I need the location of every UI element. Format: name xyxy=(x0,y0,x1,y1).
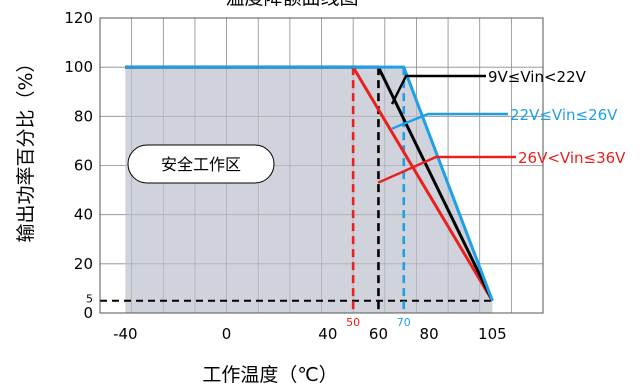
y-tick-label: 0 xyxy=(83,304,93,322)
y-tick-label: 60 xyxy=(74,157,93,175)
legend-label-22v-vin-26v: 22V≤Vin≤26V xyxy=(510,106,618,124)
y-tick-label: 40 xyxy=(74,206,93,224)
legend-line-26v-vin-36v xyxy=(377,155,516,184)
x-tick-label: 0 xyxy=(222,325,232,343)
safe-area-label: 安全工作区 xyxy=(127,144,275,184)
legend-line-9v-vin-22v xyxy=(390,74,486,105)
y-tick-label: 80 xyxy=(74,107,93,125)
series-line-22v-vin-26v xyxy=(125,65,494,302)
y-axis-title: 输出功率百分比（%） xyxy=(15,53,37,242)
legend-line-22v-vin-26v xyxy=(391,112,508,130)
marker-label-22v-vin-26v: 70 xyxy=(397,316,411,329)
safe-area-label-text: 安全工作区 xyxy=(161,155,241,174)
legend-label-9v-vin-22v: 9V≤Vin<22V xyxy=(488,68,587,86)
y-tick-label: 120 xyxy=(64,9,93,27)
y-tick-label: 20 xyxy=(74,255,93,273)
x-tick-label: 105 xyxy=(478,325,507,343)
x-tick-label: -40 xyxy=(113,325,138,343)
safe-operating-area xyxy=(125,67,493,314)
x-tick-label: 80 xyxy=(420,325,439,343)
y-tick-label: 100 xyxy=(64,58,93,76)
plot-frame xyxy=(99,17,544,314)
x-tick-label: 40 xyxy=(318,325,337,343)
legend-label-26v-vin-36v: 26V<Vin≤36V xyxy=(518,149,626,167)
x-tick-label: 60 xyxy=(369,325,388,343)
chart-title: 温度降额曲线图 xyxy=(225,0,358,9)
min-level-label: 5 xyxy=(86,293,93,306)
x-axis-title: 工作温度（℃） xyxy=(202,364,337,386)
marker-label-26v-vin-36v: 50 xyxy=(346,316,360,329)
